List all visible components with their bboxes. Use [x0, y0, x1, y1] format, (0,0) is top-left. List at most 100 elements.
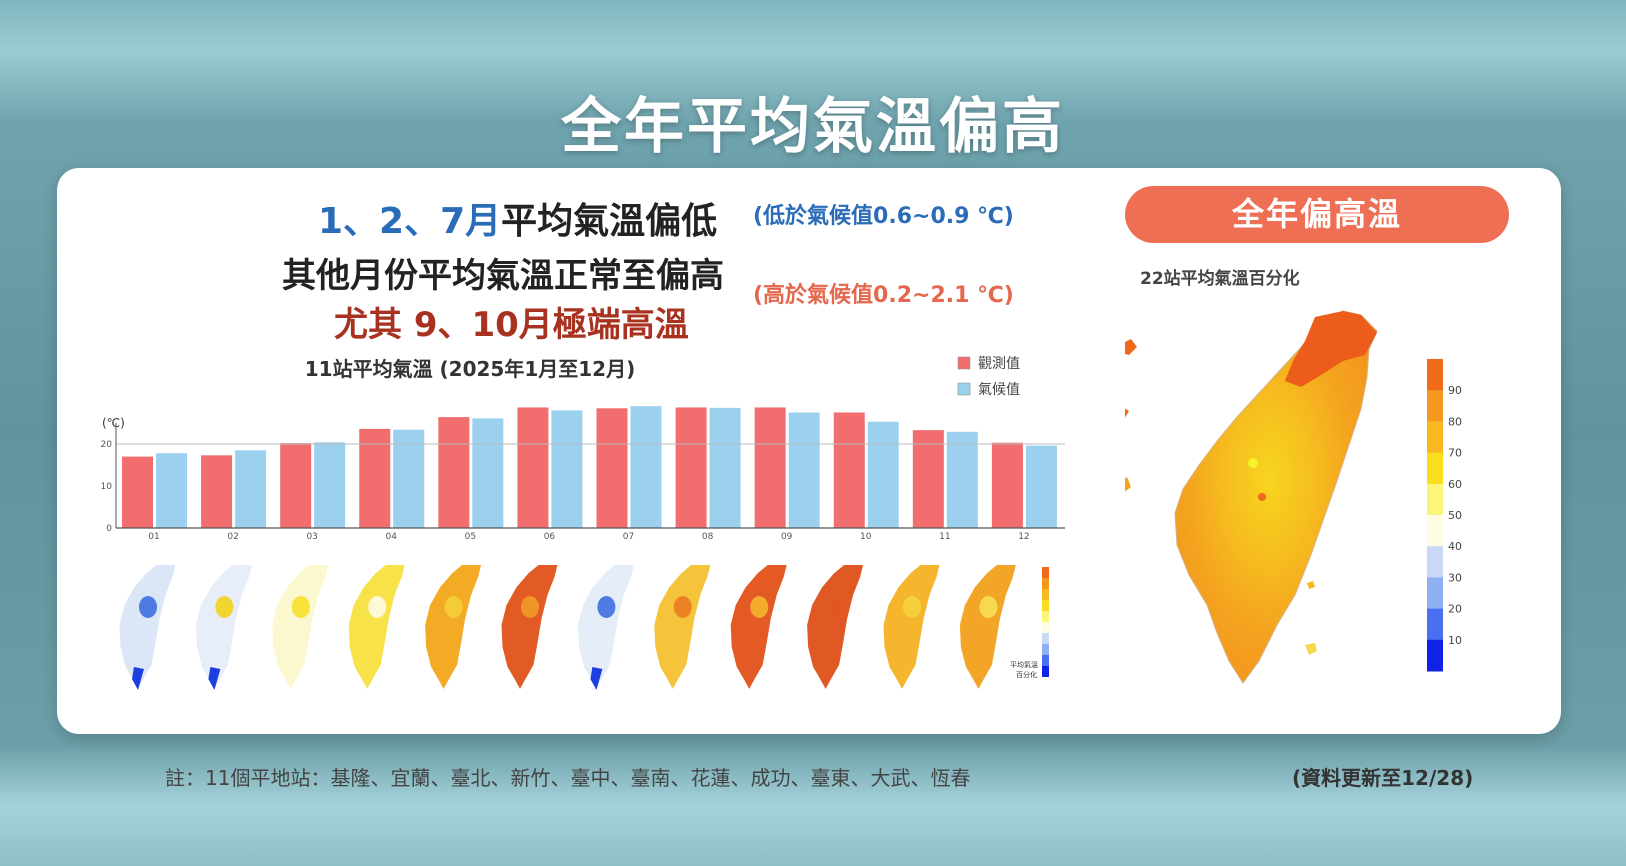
annual-legend-tick: 20 — [1448, 603, 1462, 616]
annual-legend-swatch — [1427, 483, 1443, 516]
x-tick-label: 08 — [702, 532, 714, 542]
legend-label-climate: 氣候值 — [978, 382, 1020, 398]
annual-percentile-map: 90 80 70 60 50 40 30 20 10 — [1125, 310, 1462, 684]
bar-observed-06 — [517, 407, 549, 528]
mini-map-12 — [958, 565, 1017, 691]
mini-legend-swatch — [1042, 622, 1049, 633]
mini-map-spot — [291, 596, 310, 618]
mini-map-south-cold — [132, 667, 144, 690]
bar-climate-05 — [472, 418, 504, 528]
mini-map-02 — [194, 565, 253, 691]
y-tick-label: 0 — [106, 524, 112, 534]
bar-climate-12 — [1025, 445, 1057, 528]
bar-observed-09 — [754, 407, 786, 528]
mini-legend-swatch — [1042, 589, 1049, 600]
mini-legend-swatch — [1042, 666, 1049, 677]
mini-map-06 — [500, 565, 559, 691]
bar-observed-05 — [438, 417, 470, 528]
bar-observed-02 — [201, 455, 233, 528]
annual-legend-swatch — [1427, 390, 1443, 422]
bar-observed-04 — [359, 428, 391, 528]
headline-line1: 1、2、7月平均氣溫偏低 — [318, 192, 717, 244]
annual-legend-swatch — [1427, 421, 1443, 454]
mini-map-spot — [750, 596, 769, 618]
headline-line3: 尤其 9、10月極端高溫 — [334, 305, 689, 345]
bar-climate-11 — [946, 431, 978, 528]
bar-observed-10 — [833, 412, 865, 528]
bar-observed-01 — [122, 456, 153, 528]
mini-map-spot — [444, 596, 463, 618]
northern-hot-region — [1285, 311, 1377, 387]
x-tick-label: 06 — [544, 532, 556, 542]
annual-legend-tick: 10 — [1448, 634, 1462, 647]
mini-legend-swatch — [1042, 611, 1049, 622]
taiwan-main-island — [1174, 310, 1378, 684]
mini-map-01 — [118, 565, 177, 691]
x-tick-label: 12 — [1018, 532, 1029, 542]
mini-map-07 — [576, 565, 635, 691]
mini-map-spot — [368, 596, 387, 618]
mini-map-spot — [215, 596, 234, 618]
central-hotspot — [1248, 458, 1258, 468]
bar-observed-07 — [596, 408, 628, 528]
x-tick-label: 07 — [623, 532, 634, 542]
mini-map-spot — [521, 596, 539, 618]
mini-map-10 — [806, 565, 865, 691]
mini-legend-swatch — [1042, 633, 1049, 644]
penghu-islands — [1125, 477, 1131, 492]
matsu-islands — [1125, 339, 1137, 355]
headline-months-low: 1、2、7月 — [318, 201, 502, 242]
annual-legend-tick: 80 — [1448, 415, 1462, 428]
x-tick-label: 02 — [227, 532, 238, 542]
annual-legend-tick: 30 — [1448, 571, 1462, 584]
bar-climate-09 — [788, 412, 820, 528]
headline-low-text: 平均氣溫偏低 — [501, 201, 718, 242]
mini-map-04 — [347, 565, 406, 691]
annual-legend-swatch — [1427, 452, 1443, 485]
headline-line2: 其他月份平均氣溫正常至偏高 — [282, 256, 724, 296]
bar-climate-08 — [709, 407, 741, 528]
mini-map-05 — [424, 565, 483, 691]
annual-map-subtitle: 22站平均氣溫百分化 — [1140, 269, 1300, 289]
y-tick-label: 10 — [101, 482, 113, 492]
bar-climate-04 — [393, 429, 425, 528]
legend-swatch-observed — [957, 356, 971, 370]
annual-high-pill: 全年偏高溫 — [1125, 186, 1509, 243]
x-tick-label: 04 — [386, 532, 398, 542]
mini-legend-swatch — [1042, 567, 1049, 578]
annual-legend-swatch — [1427, 546, 1443, 578]
chart-title: 11站平均氣溫 (2025年1月至12月) — [305, 357, 636, 381]
annual-legend-swatch — [1427, 639, 1443, 672]
bar-climate-10 — [867, 421, 899, 528]
footer-update-note: (資料更新至12/28) — [1292, 766, 1474, 790]
mini-map-spot — [597, 596, 616, 618]
footer-station-note: 註：11個平地站：基隆、宜蘭、臺北、新竹、臺中、臺南、花蓮、成功、臺東、大武、恆… — [165, 766, 971, 790]
bar-climate-06 — [551, 410, 583, 528]
mini-map-spot — [903, 596, 921, 618]
legend-swatch-climate — [957, 382, 971, 396]
mini-map-08 — [653, 565, 712, 691]
annual-legend-tick: 60 — [1448, 478, 1462, 491]
mini-map-south-cold — [590, 667, 603, 690]
mini-legend-label-1: 平均氣溫 — [1010, 660, 1038, 669]
mini-legend-label-2: 百分化 — [1016, 670, 1037, 679]
bar-observed-08 — [675, 407, 707, 528]
mini-map-11 — [882, 565, 941, 691]
annual-legend-swatch — [1427, 608, 1443, 641]
annual-legend-tick: 40 — [1448, 540, 1462, 553]
x-tick-label: 10 — [860, 532, 872, 542]
annual-legend-tick: 90 — [1448, 384, 1462, 397]
mini-map-09 — [729, 565, 788, 691]
mini-map-spot — [139, 596, 157, 618]
x-tick-label: 09 — [781, 532, 793, 542]
x-tick-label: 11 — [939, 532, 950, 542]
mini-map-spot — [826, 596, 845, 618]
kinmen-islands — [1125, 408, 1129, 418]
y-tick-label: 20 — [101, 440, 113, 450]
annual-legend-swatch — [1427, 515, 1443, 547]
mini-legend-swatch — [1042, 644, 1049, 655]
page-title: 全年平均氣溫偏高 — [561, 92, 1065, 162]
mountain-spot — [1258, 493, 1266, 501]
orchid-island — [1305, 643, 1317, 655]
bar-climate-07 — [630, 406, 662, 528]
